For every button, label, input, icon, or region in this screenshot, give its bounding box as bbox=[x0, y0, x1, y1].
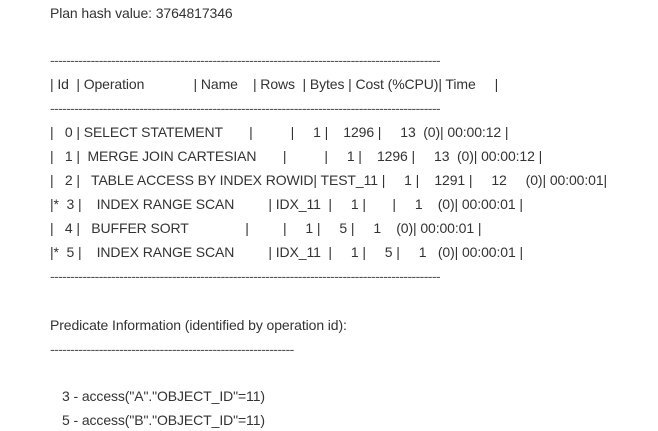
table-row: | 2 | TABLE ACCESS BY INDEX ROWID| TEST_… bbox=[50, 172, 608, 188]
predicate-separator: ----------------------------------------… bbox=[50, 341, 294, 357]
table-header: | Id | Operation | Name | Rows | Bytes |… bbox=[50, 76, 499, 92]
predicate-item: 3 - access("A"."OBJECT_ID"=11) bbox=[62, 388, 265, 404]
predicate-title: Predicate Information (identified by ope… bbox=[50, 317, 347, 333]
table-row: |* 5 | INDEX RANGE SCAN | IDX_11 | 1 | 5… bbox=[50, 244, 523, 260]
predicate-item: 5 - access("B"."OBJECT_ID"=11) bbox=[62, 412, 265, 428]
table-row: |* 3 | INDEX RANGE SCAN | IDX_11 | 1 | |… bbox=[50, 196, 523, 212]
table-separator-top: ----------------------------------------… bbox=[50, 52, 441, 68]
table-row: | 4 | BUFFER SORT | | 1 | 5 | 1 (0)| 00:… bbox=[50, 220, 482, 236]
table-row: | 1 | MERGE JOIN CARTESIAN | | 1 | 1296 … bbox=[50, 148, 543, 164]
table-separator-header: ----------------------------------------… bbox=[50, 100, 441, 116]
table-separator-bottom: ----------------------------------------… bbox=[50, 268, 441, 284]
table-row: | 0 | SELECT STATEMENT | | 1 | 1296 | 13… bbox=[50, 124, 509, 140]
plan-hash-value: Plan hash value: 3764817346 bbox=[50, 5, 233, 21]
